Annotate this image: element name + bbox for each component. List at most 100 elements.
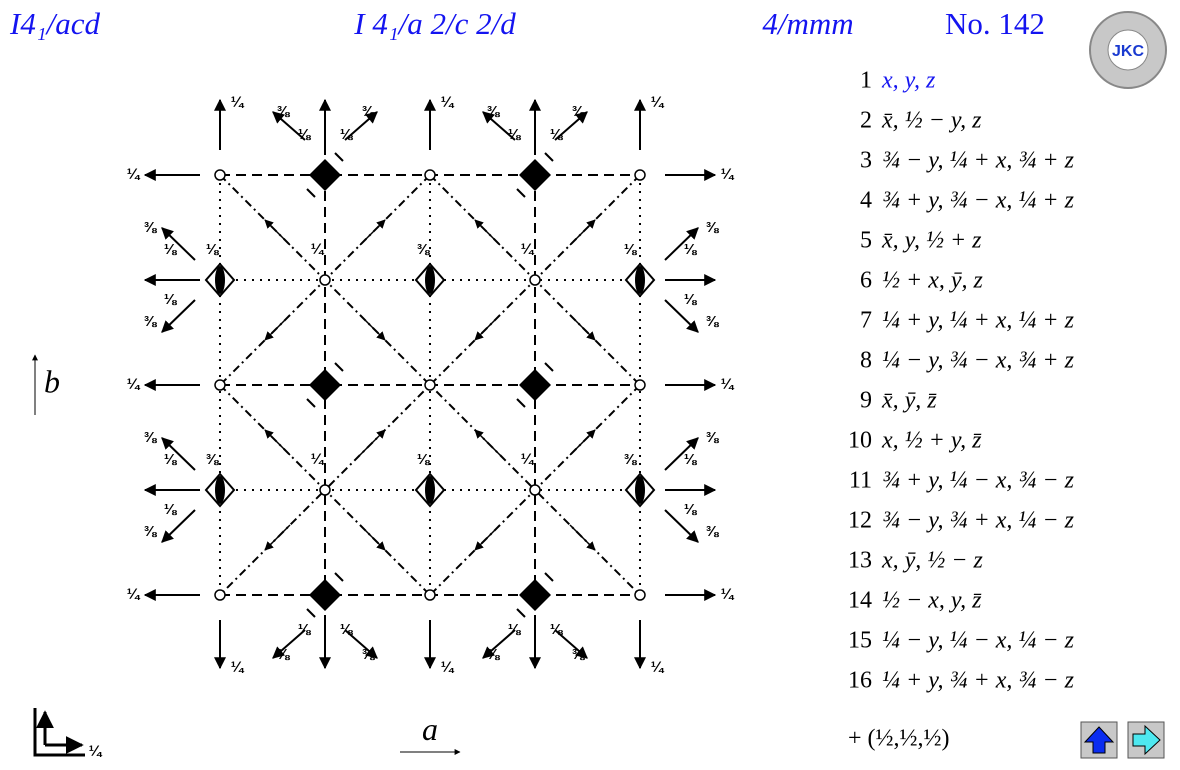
height-label: ¼ <box>89 743 103 760</box>
edge-arrow <box>161 509 196 543</box>
origin-symbol <box>33 708 85 757</box>
height-label: ¼ <box>311 451 325 468</box>
fourfold-axis <box>309 369 341 401</box>
operation-number: 6 <box>860 268 872 294</box>
height-label: ⅛ <box>164 291 178 308</box>
height-label: ⅜ <box>706 219 720 236</box>
height-label: ⅜ <box>144 313 158 330</box>
fourfold-axis <box>519 369 551 401</box>
edge-arrow <box>664 299 699 333</box>
edge-arrow <box>161 227 196 261</box>
operation-number: 1 <box>860 68 872 94</box>
rotoinversion-lens <box>215 266 225 294</box>
diagram: ¼ ¼ ¼⅜ ⅜ ⅜ ⅜⅛ ⅛ ⅛ ⅛¼ ¼ ¼⅛ ⅛ ⅛ ⅛⅜ ⅜ ⅜ ⅜¼¼¼¼¼¼⅜⅜⅜⅜⅛⅛⅛⅛⅜⅜⅜⅜… <box>89 94 735 760</box>
nav-up-button[interactable] <box>1080 721 1118 759</box>
operation-number: 2 <box>860 108 872 134</box>
diagonal-arrow <box>474 524 501 551</box>
rotoinversion-lens <box>425 266 435 294</box>
edge-arrow <box>482 111 516 141</box>
height-label: ⅛ <box>340 126 354 143</box>
short-symbol: I4₁/acd <box>9 6 100 41</box>
height-label: ⅜ <box>487 103 501 120</box>
operation-number: 16 <box>848 668 872 694</box>
diagonal-arrow <box>264 314 291 341</box>
operation-text: ¾ + y, ¾ − x, ¼ + z <box>882 188 1075 214</box>
fourfold-tick <box>516 608 526 618</box>
height-label: ¼ <box>651 659 665 676</box>
diagonal-arrow <box>474 314 501 341</box>
height-label: ⅛ <box>684 451 698 468</box>
operation-text: x, ½ + y, z̄ <box>881 428 982 454</box>
height-label: ⅛ <box>164 501 178 518</box>
inversion-center <box>634 379 646 391</box>
diagonal-arrow <box>569 524 596 551</box>
centering: + (½,½,½) <box>848 726 950 752</box>
operation-number: 10 <box>848 428 872 454</box>
fourfold-tick <box>544 362 554 372</box>
nav-next-button[interactable] <box>1127 721 1165 759</box>
fourfold-tick <box>306 608 316 618</box>
point-group: 4/mmm <box>762 6 853 41</box>
rotoinversion-lens <box>635 476 645 504</box>
height-label: ⅜ <box>362 646 376 663</box>
fourfold-tick <box>544 152 554 162</box>
height-label: ⅛ <box>206 241 220 258</box>
operation-text: ½ + x, ȳ, z <box>882 268 984 294</box>
inversion-center <box>214 589 226 601</box>
inversion-center <box>424 379 436 391</box>
height-label: ⅜ <box>417 241 431 258</box>
diagonal-arrow <box>359 219 386 246</box>
diagonal-arrow <box>264 429 291 456</box>
height-label: ⅜ <box>487 646 501 663</box>
height-label: ⅛ <box>340 621 354 638</box>
height-label: ⅜ <box>624 451 638 468</box>
fourfold-tick <box>306 188 316 198</box>
operation-text: ¼ − y, ¾ − x, ¾ + z <box>882 348 1075 374</box>
operation-text: ¾ − y, ¼ + x, ¾ + z <box>882 148 1075 174</box>
rotoinversion-lens <box>215 476 225 504</box>
diagonal-arrow <box>359 314 386 341</box>
inversion-center <box>424 169 436 181</box>
inversion-center <box>214 169 226 181</box>
height-label: ⅛ <box>417 451 431 468</box>
height-label: ⅜ <box>206 451 220 468</box>
height-label: ⅛ <box>298 126 312 143</box>
operation-number: 5 <box>860 228 872 254</box>
logo: JKC <box>1089 11 1167 89</box>
height-label: ¼ <box>127 586 141 603</box>
height-label: ⅜ <box>572 103 586 120</box>
fourfold-axis <box>519 159 551 191</box>
operation-number: 7 <box>860 308 872 334</box>
diagonal-arrow <box>569 219 596 246</box>
diagonal-arrow <box>264 219 291 246</box>
diagonal-arrow <box>264 524 291 551</box>
group-number: No. 142 <box>945 6 1045 41</box>
height-label: ⅜ <box>706 429 720 446</box>
height-label: ⅛ <box>164 241 178 258</box>
height-label: ⅛ <box>164 451 178 468</box>
operation-text: ¼ + y, ¾ + x, ¾ − z <box>882 668 1075 694</box>
edge-arrow <box>344 111 378 141</box>
edge-arrow <box>272 629 306 659</box>
height-label: ⅛ <box>550 126 564 143</box>
height-label: ¼ <box>231 659 245 676</box>
inversion-center <box>214 379 226 391</box>
diagonal-arrow <box>359 524 386 551</box>
inversion-center <box>424 589 436 601</box>
height-label: ⅜ <box>144 429 158 446</box>
height-label: ¼ <box>721 586 735 603</box>
operation-number: 14 <box>848 588 872 614</box>
edge-arrow <box>554 111 588 141</box>
height-label: ¼ <box>441 94 455 111</box>
height-label: ¼ <box>521 451 535 468</box>
fourfold-axis <box>309 579 341 611</box>
height-label: ⅛ <box>508 621 522 638</box>
height-label: ¼ <box>311 241 325 258</box>
height-label: ⅜ <box>277 103 291 120</box>
height-label: ¼ <box>231 94 245 111</box>
fourfold-axis <box>309 159 341 191</box>
operation-number: 4 <box>860 188 872 214</box>
diagonal-arrow <box>474 219 501 246</box>
diagonal-arrow <box>569 429 596 456</box>
